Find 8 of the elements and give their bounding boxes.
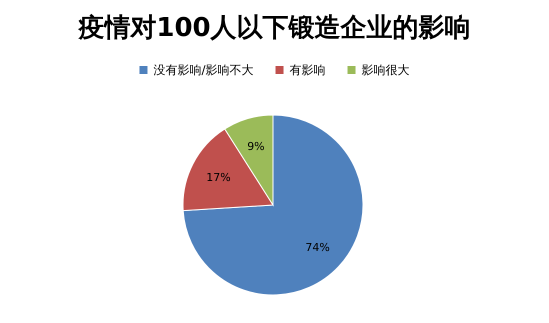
legend-label: 没有影响/影响不大 [153,63,254,77]
pie-slice [182,114,364,296]
legend-label: 有影响 [290,63,326,77]
chart-title: 疫情对100人以下锻造企业的影响 [77,13,471,43]
data-label: 74% [305,240,330,254]
data-label: 17% [206,171,231,184]
data-label: 9% [247,140,265,154]
legend-label: 影响很大 [362,63,410,77]
